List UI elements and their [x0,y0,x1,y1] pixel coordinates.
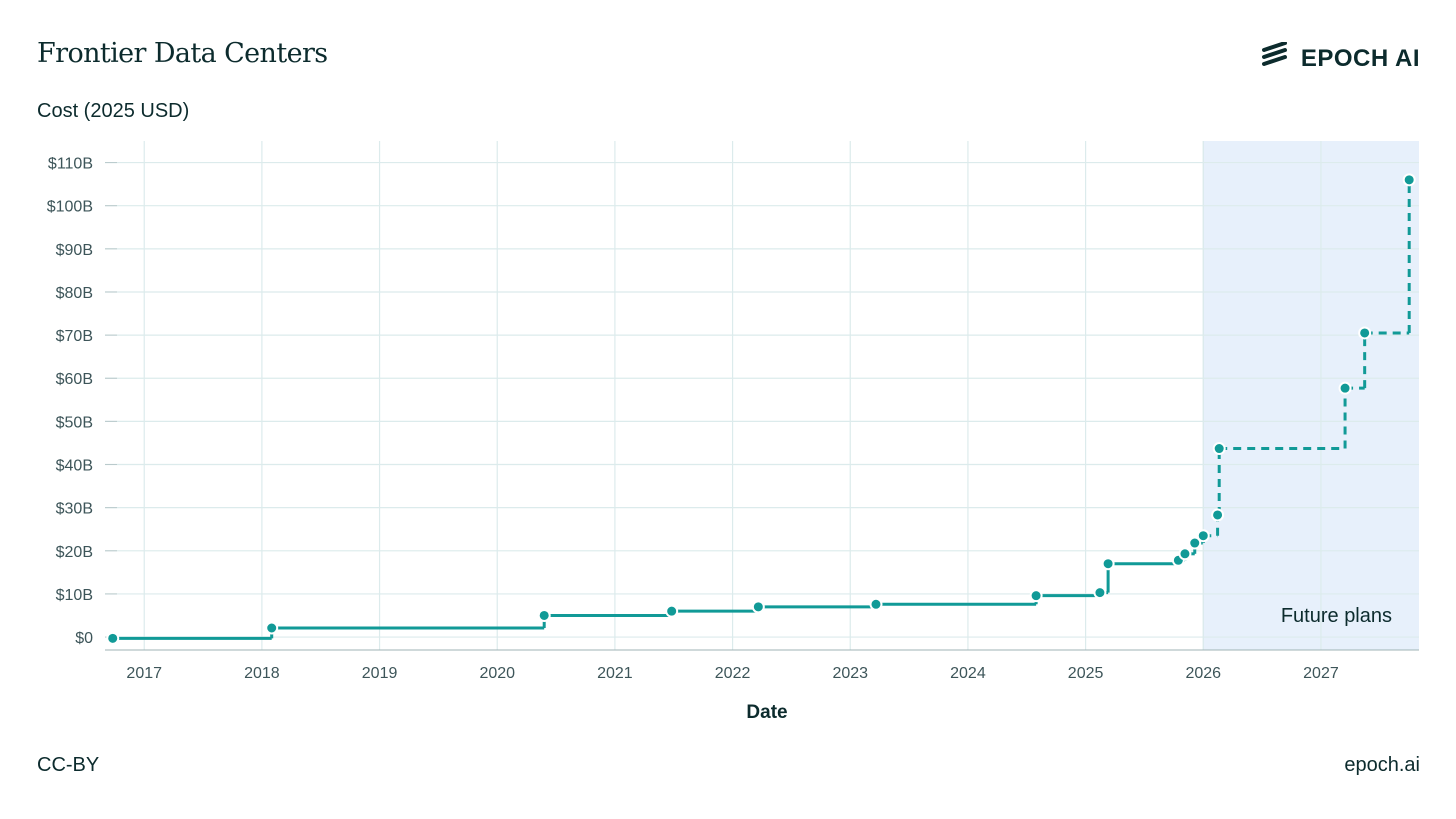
data-center-point[interactable] [1212,442,1226,456]
data-center-point[interactable] [1358,326,1372,340]
data-center-point[interactable] [1101,557,1115,571]
data-center-point[interactable] [265,621,279,635]
brand-logo[interactable]: EPOCH AI [1261,41,1420,75]
y-tick-label: $40B [56,458,93,475]
y-tick-label: $60B [56,371,93,388]
x-tick-label: 2018 [244,665,280,682]
y-tick-label: $0 [75,630,93,647]
data-center-point[interactable] [869,597,883,611]
x-tick-label: 2022 [715,665,751,682]
site-link[interactable]: epoch.ai [1344,754,1420,776]
x-tick-label: 2021 [597,665,633,682]
y-tick-label: $70B [56,328,93,345]
data-center-point[interactable] [1196,529,1210,543]
data-center-point[interactable] [1211,508,1225,522]
x-tick-label: 2024 [950,665,986,682]
y-tick-label: $90B [56,242,93,259]
x-tick-label: 2017 [126,665,162,682]
x-tick-label: 2027 [1303,665,1339,682]
x-tick-label: 2019 [362,665,398,682]
data-center-point[interactable] [537,608,551,622]
y-tick-label: $30B [56,501,93,518]
chart-title: Frontier Data Centers [37,38,328,69]
data-center-point[interactable] [1402,173,1416,187]
y-tick-label: $110B [48,156,93,173]
y-tick-label: $100B [47,199,93,216]
epoch-logo-icon [1261,41,1289,75]
data-center-point[interactable] [1188,536,1202,550]
y-tick-label: $20B [56,544,93,561]
x-tick-label: 2020 [479,665,515,682]
brand-name: EPOCH AI [1300,44,1420,72]
x-axis-label: Date [746,702,787,723]
data-center-point[interactable] [751,600,765,614]
data-center-point[interactable] [1093,586,1107,600]
data-center-point[interactable] [1178,547,1192,561]
x-tick-label: 2025 [1068,665,1104,682]
license-label: CC-BY [37,754,100,776]
future-plans-region [1203,141,1419,650]
x-tick-label: 2023 [832,665,868,682]
data-center-point[interactable] [106,631,120,645]
data-center-point[interactable] [1338,381,1352,395]
y-tick-label: $80B [56,285,93,302]
y-axis-label: Cost (2025 USD) [37,100,190,122]
data-center-point[interactable] [665,604,679,618]
y-tick-label: $50B [56,414,93,431]
y-tick-label: $10B [56,587,93,604]
x-tick-label: 2026 [1185,665,1221,682]
future-plans-label: Future plans [1281,605,1392,627]
data-center-point[interactable] [1029,589,1043,603]
